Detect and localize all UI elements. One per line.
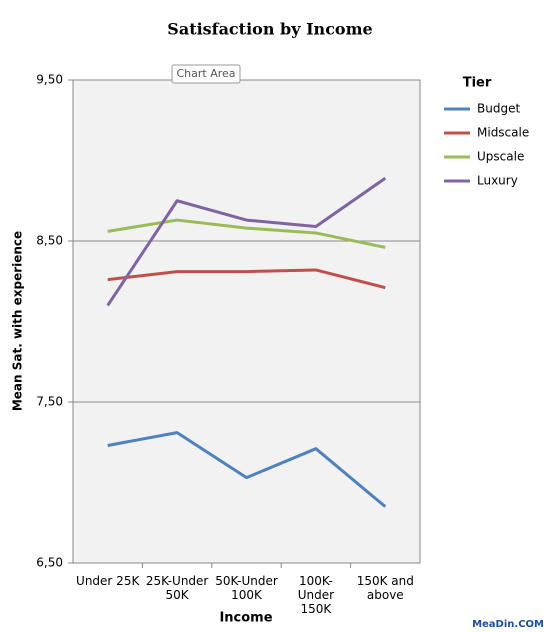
series-line — [107, 431, 387, 508]
y-tick-label: 8,50 — [36, 234, 63, 248]
series-line — [107, 218, 386, 249]
series-line — [106, 176, 387, 307]
x-tick-label: Under 25K — [76, 574, 140, 588]
x-tick-label: 100K-Under 150K — [297, 574, 335, 616]
y-tick-label: 6,50 — [36, 556, 63, 570]
x-axis-label: Income — [219, 611, 272, 626]
legend-label: Midscale — [477, 126, 529, 140]
tooltip-box — [171, 64, 241, 84]
plot-area — [72, 79, 421, 564]
series-line — [107, 268, 386, 290]
y-tick-label: 7,50 — [36, 395, 63, 409]
legend-title: Tier — [463, 76, 492, 91]
x-tick-label: 50K-Under 100K — [215, 574, 278, 602]
legend-label: Upscale — [477, 150, 524, 164]
x-tick-label: 150K and above — [356, 574, 414, 602]
chart-title: Satisfaction by Income — [167, 20, 372, 39]
legend-label: Luxury — [477, 174, 518, 188]
x-tick-label: 25K-Under 50K — [145, 574, 209, 602]
y-tick-label: 9,50 — [36, 73, 63, 87]
watermark: MeaDin.COM — [472, 619, 544, 630]
legend-label: Budget — [477, 102, 520, 116]
tooltip: Chart Area — [176, 67, 235, 80]
y-axis-label: Mean Sat. with experience — [11, 231, 25, 411]
